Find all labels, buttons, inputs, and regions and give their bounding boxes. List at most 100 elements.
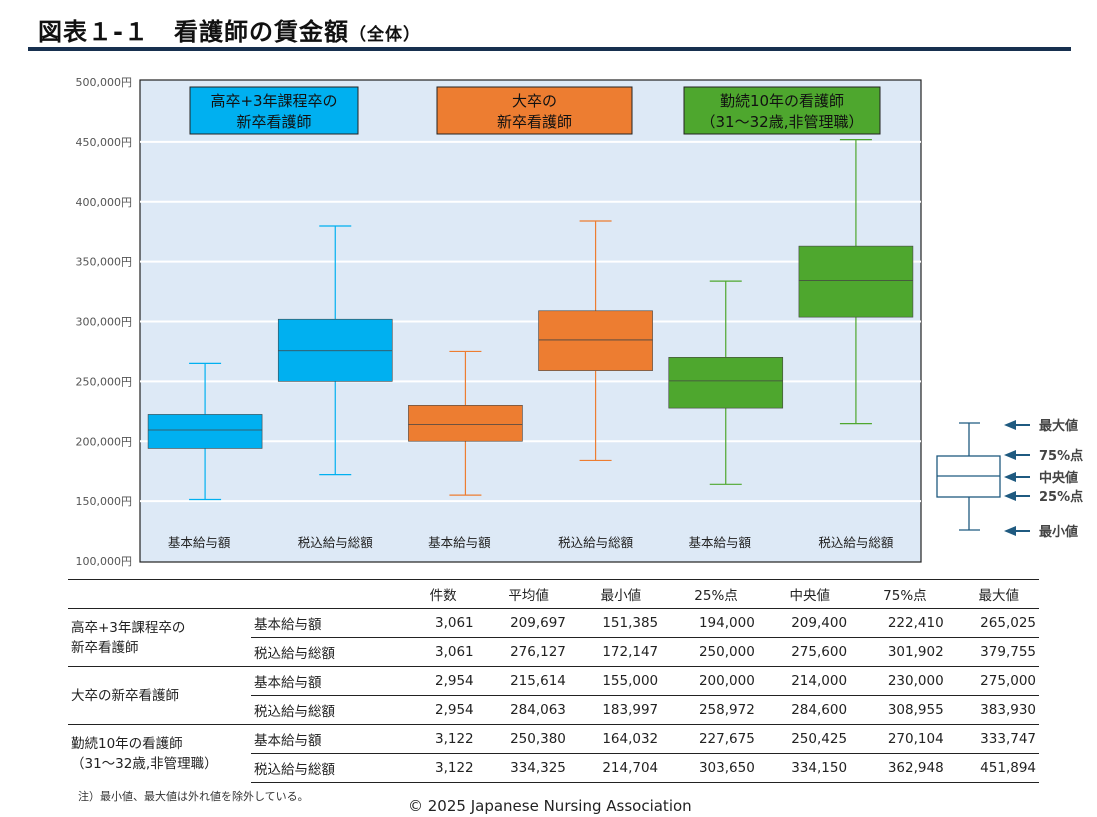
cell-value: 214,704 [568,753,662,783]
cell-value: 301,902 [850,637,947,667]
cell-value: 3,061 [404,608,477,638]
box-plot-chart: 100,000円 150,000円 200,000円 250,000円 300,000円… [76,76,1084,568]
cell-value: 284,600 [757,695,851,725]
cell-value: 2,954 [404,695,477,725]
column-header: 中央値 [757,579,851,609]
group-label-text: 高卒+3年課程卒の [210,92,337,110]
group-label: 勤続10年の看護師 （31～32歳,非管理職） [68,724,251,783]
cell-value: 3,122 [404,753,477,783]
cell-value: 362,948 [850,753,947,783]
group-label-text: 新卒看護師 [236,113,311,131]
cell-value: 258,972 [661,695,758,725]
category-label: 税込給与総額 [558,535,634,550]
title-rule [28,47,1071,51]
arrow-left-icon [1004,472,1016,482]
cell-value: 3,122 [404,724,477,754]
title-suffix: （全体） [348,25,421,45]
group-label-text: 大卒の [512,92,557,110]
cell-value: 250,380 [476,724,569,754]
legend-label: 最大値 [1039,418,1078,434]
cell-value: 209,697 [476,608,569,638]
cell-value: 379,755 [946,637,1039,667]
cell-value: 209,400 [757,608,851,638]
box-iqr [798,245,914,318]
cell-value: 3,061 [404,637,477,667]
y-tick-label: 500,000円 [76,76,133,89]
legend-label: 中央値 [1039,470,1078,486]
box-1: 基本給与額 [147,362,263,550]
box-6: 税込給与総額 [798,139,914,550]
group-label-box-3: 勤続10年の看護師 （31～32歳,非管理職） [683,86,881,135]
cell-value: 265,025 [946,608,1039,638]
cell-value: 333,747 [946,724,1039,754]
box-4: 税込給与総額 [538,220,653,550]
cell-value: 200,000 [661,666,758,696]
group-label: 高卒+3年課程卒の 新卒看護師 [68,608,251,667]
cell-value: 172,147 [568,637,662,667]
y-tick-label: 300,000円 [76,316,133,329]
row-type: 税込給与総額 [251,637,404,667]
group-label-text: （31～32歳,非管理職） [701,113,864,131]
column-header: 75%点 [850,579,947,609]
group-label-text: 勤続10年の看護師 [720,92,844,110]
cell-value: 451,894 [946,753,1039,783]
cell-value: 383,930 [946,695,1039,725]
table-row: 勤続10年の看護師 （31～32歳,非管理職） 基本給与額 3,122 250,380… [68,724,1039,783]
cell-value: 227,675 [661,724,758,754]
row-type: 基本給与額 [251,608,404,638]
box-iqr [668,357,784,409]
y-tick-label: 450,000円 [76,136,133,149]
cell-value: 183,997 [568,695,662,725]
legend-label: 75%点 [1039,448,1083,464]
cell-value: 194,000 [661,608,758,638]
title-text: 図表１-１ 看護師の賃金額 [38,18,349,46]
copyright: © 2025 Japanese Nursing Association [408,797,692,815]
category-label: 基本給与額 [428,535,491,550]
table-row: 高卒+3年課程卒の 新卒看護師 基本給与額 3,061 209,697 151,385 1… [68,608,1039,667]
group-label-bg [683,86,881,135]
cell-value: 275,600 [757,637,851,667]
arrow-left-icon [1004,450,1016,460]
cell-value: 2,954 [404,666,477,696]
y-tick-label: 350,000円 [76,256,133,269]
row-type: 基本給与額 [251,724,404,754]
arrow-left-icon [1004,526,1016,536]
cell-value: 284,063 [476,695,569,725]
row-type: 税込給与総額 [251,695,404,725]
box-3: 基本給与額 [408,350,523,550]
box-iqr [538,310,653,371]
cell-value: 303,650 [661,753,758,783]
y-tick-label: 100,000円 [76,555,133,568]
cell-value: 270,104 [850,724,947,754]
box-5: 基本給与額 [668,280,784,550]
y-tick-label: 400,000円 [76,196,133,209]
cell-value: 334,150 [757,753,851,783]
cell-value: 250,000 [661,637,758,667]
row-type: 税込給与総額 [251,753,404,783]
cell-value: 250,425 [757,724,851,754]
arrow-left-icon [1004,420,1016,430]
table-header-row: 件数 平均値 最小値 25%点 中央値 75%点 最大値 [68,579,1039,609]
category-label: 基本給与額 [168,535,231,550]
column-header: 平均値 [476,579,569,609]
category-label: 基本給与額 [688,535,751,550]
box-iqr [277,318,393,382]
cell-value: 276,127 [476,637,569,667]
y-tick-label: 200,000円 [76,435,133,448]
y-tick-label: 250,000円 [76,375,133,388]
table-row: 税込給与総額 3,122 334,325 214,704 303,650 334,150 3… [68,753,1039,783]
group-label: 大卒の新卒看護師 [68,666,251,725]
footnote: 注）最小値、最大値は外れ値を除外している。 [78,790,309,803]
page-title: 図表１-１ 看護師の賃金額（全体） [38,12,421,47]
cell-value: 275,000 [946,666,1039,696]
column-header: 最小値 [568,579,662,609]
cell-value: 230,000 [850,666,947,696]
row-type: 基本給与額 [251,666,404,696]
group-label-bg [189,86,359,135]
group-label-bg [436,86,633,135]
column-header: 25%点 [661,579,758,609]
cell-value: 164,032 [568,724,662,754]
table-row: 税込給与総額 3,061 276,127 172,147 250,000 275,600 3… [68,637,1039,667]
